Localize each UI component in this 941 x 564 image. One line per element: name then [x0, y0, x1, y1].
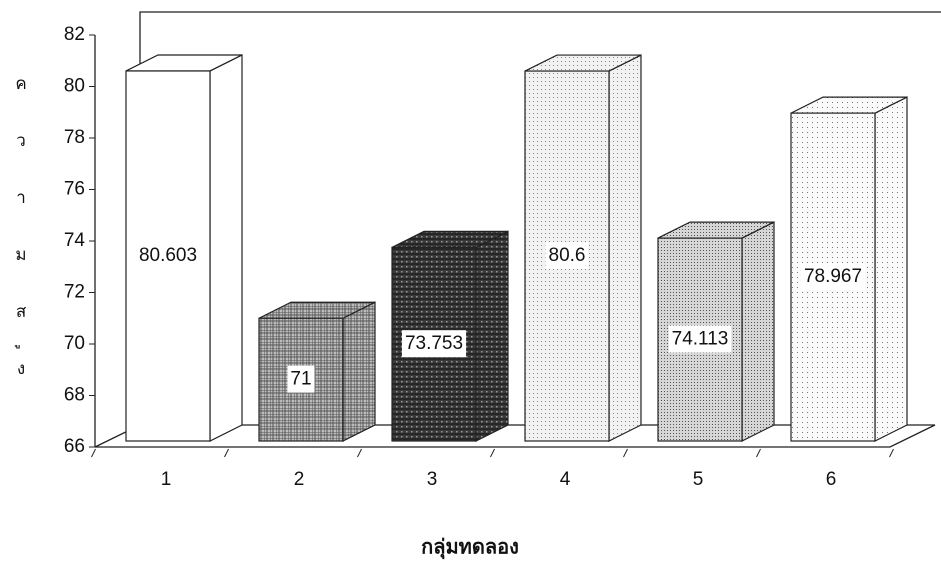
y-tick-label: 82: [64, 24, 85, 45]
y-tick-label: 74: [64, 230, 86, 251]
x-tick: [756, 448, 761, 458]
x-tick-label: 4: [560, 469, 571, 490]
x-tick-label: 6: [826, 469, 837, 490]
x-tick: [91, 448, 96, 458]
value-label: 73.753: [405, 333, 463, 354]
x-tick: [490, 448, 495, 458]
value-label: 80.6: [549, 245, 586, 266]
y-axis-label: ความสูง: [12, 70, 31, 412]
value-label: 80.603: [139, 245, 197, 266]
value-label: 78.967: [804, 266, 862, 287]
bar-side: [209, 54, 243, 442]
value-label-box: [401, 330, 467, 358]
bar-side: [475, 230, 509, 442]
x-tick: [224, 448, 229, 458]
value-label: 71: [290, 369, 311, 390]
value-label-box: [545, 242, 589, 270]
value-label-box: [135, 242, 201, 270]
y-tick-label: 80: [64, 76, 85, 97]
x-tick: [623, 448, 628, 458]
bar-side: [741, 221, 775, 442]
x-tick-label: 5: [693, 469, 704, 490]
y-tick-label: 78: [64, 127, 85, 148]
value-label-box: [287, 365, 315, 393]
bar-side: [874, 96, 908, 442]
y-tick-label: 66: [64, 436, 85, 457]
floor: [94, 424, 936, 448]
y-tick-label: 72: [64, 282, 85, 303]
x-axis-label: กลุ่มทดลอง: [421, 536, 519, 559]
y-tick-label: 68: [64, 385, 85, 406]
x-tick-label: 2: [294, 469, 305, 490]
y-tick-label: 70: [64, 333, 85, 354]
bar-side: [342, 301, 376, 442]
x-tick: [357, 448, 362, 458]
x-tick-label: 1: [161, 469, 172, 490]
bar-side: [608, 54, 642, 442]
value-label-box: [800, 263, 866, 291]
value-label: 74.113: [672, 329, 729, 350]
y-tick-label: 76: [64, 179, 85, 200]
x-tick-label: 3: [427, 469, 438, 490]
value-label-box: [668, 325, 732, 353]
x-tick: [889, 448, 894, 458]
